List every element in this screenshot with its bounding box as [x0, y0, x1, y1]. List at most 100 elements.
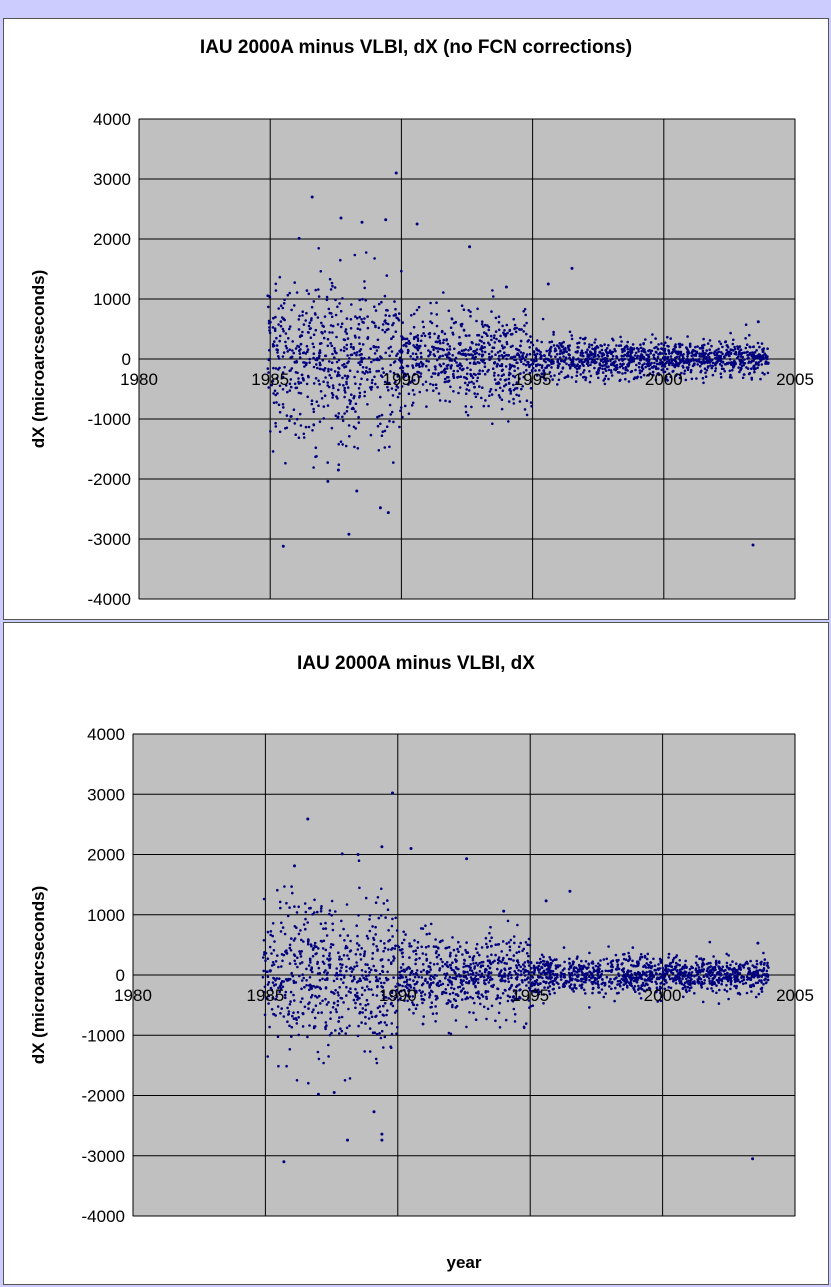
data-point: [542, 963, 545, 966]
data-point: [299, 334, 302, 338]
data-point: [744, 346, 748, 350]
data-point: [409, 355, 413, 358]
data-point: [744, 337, 747, 340]
data-point: [366, 315, 369, 318]
data-point: [320, 397, 324, 400]
data-point: [360, 377, 363, 381]
data-point: [377, 326, 381, 330]
data-point: [620, 357, 624, 361]
data-point: [644, 973, 647, 977]
data-point: [616, 963, 620, 966]
data-point: [708, 982, 712, 985]
data-point: [297, 318, 301, 321]
data-point: [438, 355, 442, 358]
data-point: [381, 430, 385, 434]
data-point: [482, 404, 486, 408]
data-point: [425, 389, 429, 392]
data-point: [387, 347, 391, 350]
data-point: [526, 360, 529, 364]
data-point: [261, 956, 265, 959]
x-tick-label: 1995: [514, 370, 552, 389]
data-point: [364, 1003, 368, 1007]
data-point: [484, 332, 488, 336]
data-point: [310, 966, 314, 969]
data-point: [496, 967, 499, 971]
data-point: [406, 999, 409, 1003]
data-point: [760, 981, 763, 984]
data-point: [568, 961, 571, 965]
data-point: [448, 963, 452, 967]
data-point: [706, 366, 710, 369]
data-point: [756, 354, 760, 357]
data-point: [285, 346, 289, 350]
data-point: [505, 323, 509, 327]
data-point: [307, 1081, 310, 1085]
data-point: [481, 325, 485, 328]
data-point: [449, 1032, 453, 1036]
data-point: [390, 991, 394, 995]
data-point: [328, 958, 331, 962]
data-point: [276, 954, 279, 957]
data-point: [673, 976, 677, 980]
data-point: [390, 387, 394, 390]
data-point: [444, 988, 448, 991]
data-point: [376, 896, 380, 899]
data-point: [424, 953, 428, 956]
data-point: [635, 376, 639, 380]
data-point: [381, 990, 385, 993]
data-point: [287, 1013, 290, 1016]
data-point: [592, 360, 596, 364]
data-point: [371, 378, 374, 382]
data-point: [377, 302, 381, 306]
data-point: [363, 372, 367, 375]
data-point: [585, 973, 589, 976]
data-point: [312, 352, 316, 356]
data-point: [538, 971, 541, 974]
data-point: [279, 324, 283, 328]
data-point: [381, 969, 384, 973]
data-point: [720, 978, 723, 982]
data-point: [544, 378, 547, 382]
data-point: [498, 396, 502, 399]
data-point: [282, 351, 286, 354]
data-point: [471, 997, 475, 1000]
data-point: [450, 986, 453, 990]
data-point: [528, 365, 531, 369]
data-point: [319, 363, 322, 367]
data-point: [317, 247, 321, 250]
data-point: [678, 963, 681, 967]
data-point: [286, 1020, 289, 1023]
data-point: [590, 980, 593, 984]
data-point: [571, 974, 574, 977]
x-tick-label: 2000: [644, 986, 682, 1005]
data-point: [315, 945, 318, 949]
data-point: [742, 966, 746, 969]
data-point: [337, 1032, 341, 1035]
data-point: [519, 965, 523, 969]
data-point: [732, 364, 736, 368]
data-point: [605, 975, 609, 979]
data-point: [588, 380, 592, 384]
data-point: [523, 324, 526, 327]
data-point: [542, 359, 546, 362]
data-point: [497, 1011, 501, 1015]
data-point: [376, 424, 380, 428]
data-point: [711, 971, 714, 974]
data-point: [606, 962, 610, 966]
data-point: [266, 367, 270, 370]
data-point: [414, 962, 417, 966]
data-point: [338, 302, 341, 305]
data-point: [479, 347, 483, 350]
data-point: [536, 339, 539, 342]
data-point: [357, 387, 361, 390]
data-point: [473, 392, 477, 395]
data-point: [385, 425, 389, 429]
data-point: [550, 362, 553, 366]
data-point: [415, 969, 419, 972]
data-point: [313, 911, 316, 914]
data-point: [718, 362, 722, 366]
data-point: [398, 983, 402, 987]
data-point: [326, 344, 330, 348]
data-point: [392, 461, 395, 464]
data-point: [671, 370, 674, 373]
